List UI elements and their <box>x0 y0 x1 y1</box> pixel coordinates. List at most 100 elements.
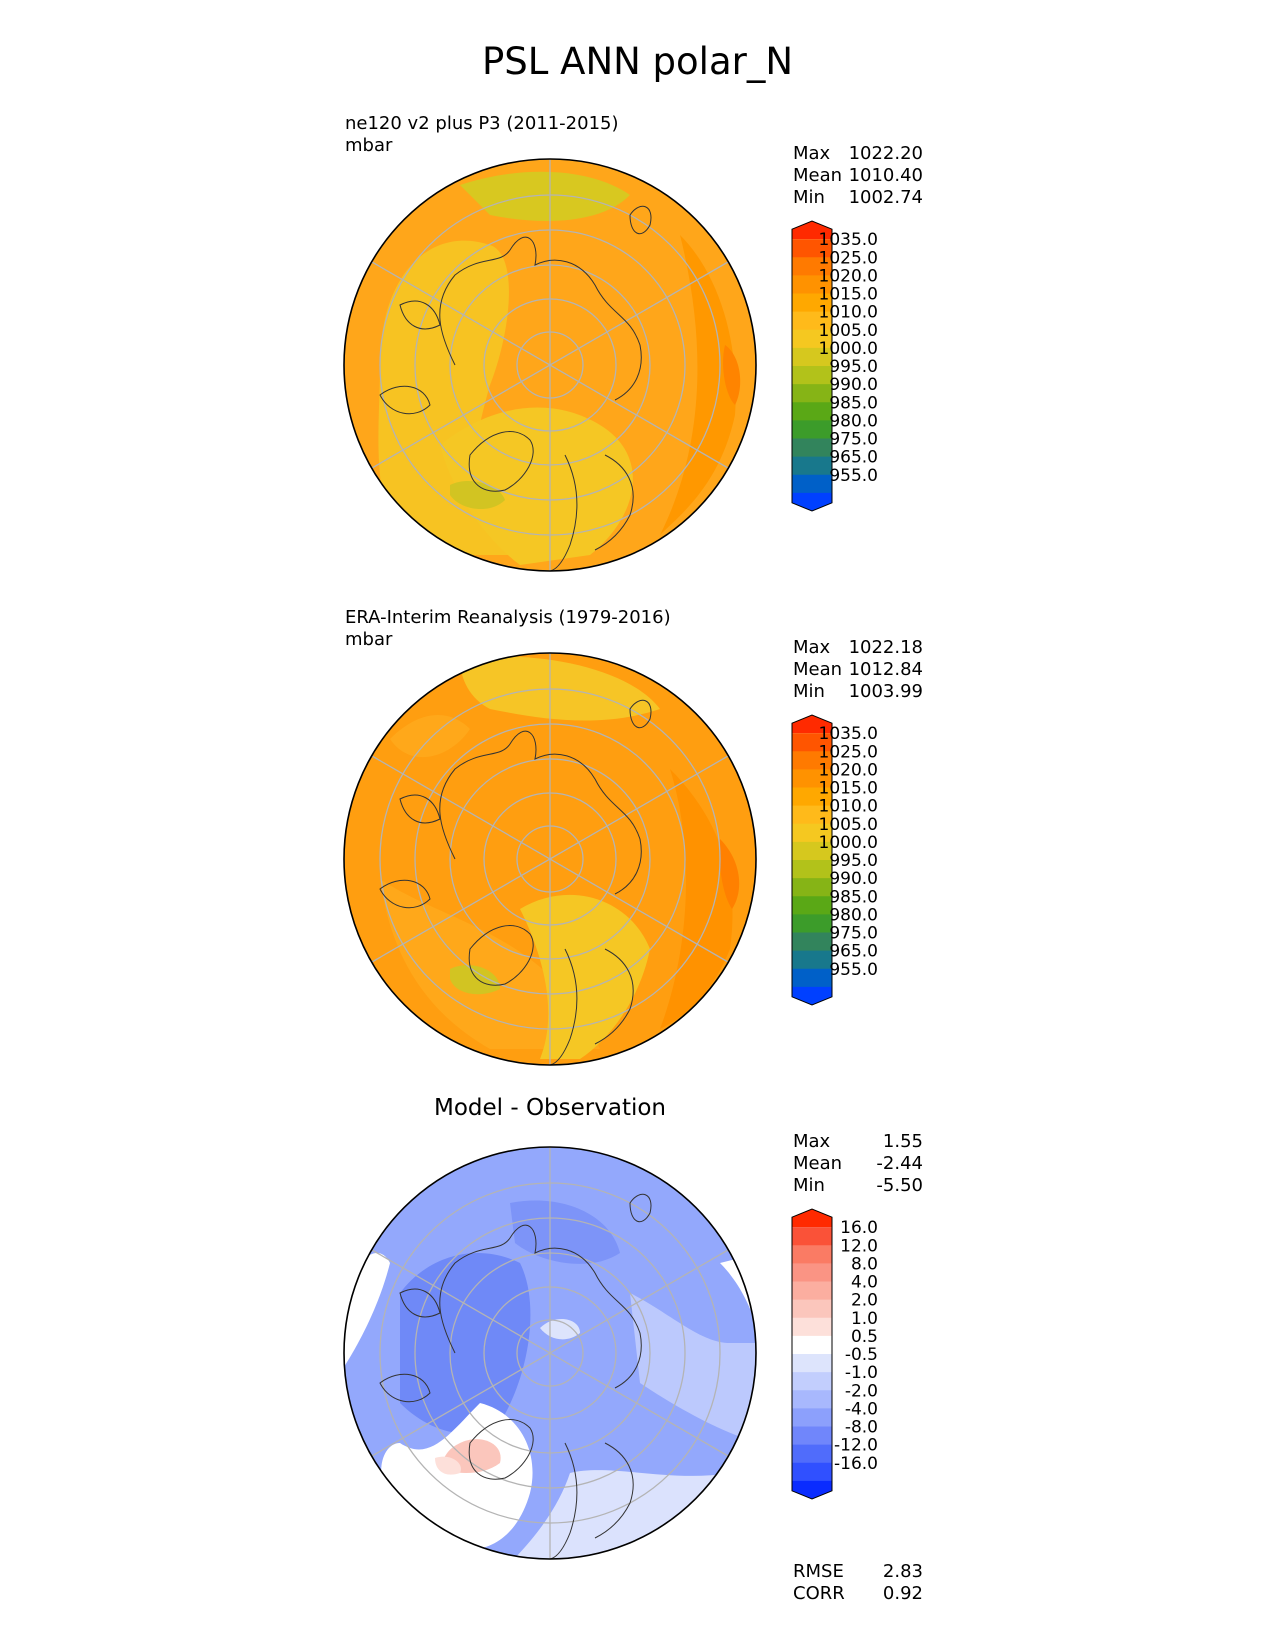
colorbar-tick-label: 975.0 <box>829 430 878 450</box>
colorbar-tick-label: -0.5 <box>845 1345 878 1365</box>
panel-title: Model - Observation <box>433 1095 667 1121</box>
colorbar-bin <box>792 1317 832 1337</box>
colorbar-tick-label: 0.5 <box>851 1327 878 1347</box>
colorbar-bin <box>792 402 832 421</box>
colorbar-tick-label: 1000.0 <box>819 833 878 853</box>
colorbar-bin <box>792 1227 832 1246</box>
stat-min: Min 1003.99 <box>793 681 923 702</box>
colorbar-tick-label: 990.0 <box>829 375 878 395</box>
colorbar-bin <box>792 860 832 879</box>
panel-diff: Model - Observation <box>0 1095 1275 1604</box>
colorbar-tick-label: -12.0 <box>834 1436 878 1456</box>
colorbar-outline <box>791 714 833 1006</box>
colorbar-bin <box>792 1335 832 1355</box>
colorbar-diff: 16.012.08.04.02.01.00.5-0.5-1.0-2.0-4.0-… <box>791 1208 878 1500</box>
colorbar-tick-label: 1035.0 <box>819 724 878 744</box>
colorbar-outline <box>791 220 833 512</box>
colorbar-ref: 1035.01025.01020.01015.01010.01005.01000… <box>791 714 878 1006</box>
colorbar-tick-label: -16.0 <box>834 1454 878 1474</box>
colorbar-tick-label: 1015.0 <box>819 779 878 799</box>
colorbar-bin <box>792 329 832 349</box>
figure-title: PSL ANN polar_N <box>481 40 794 83</box>
colorbar-tick-label: -1.0 <box>845 1363 878 1383</box>
colorbar-bin <box>792 420 832 439</box>
colorbar-bin <box>792 347 832 367</box>
colorbar-tick-label: 4.0 <box>851 1273 878 1293</box>
colorbar-bin <box>792 1444 832 1464</box>
stat-max: Max 1.55 <box>793 1131 923 1152</box>
colorbar-bin <box>792 841 832 861</box>
panel-title: ERA-Interim Reanalysis (1979-2016) <box>345 607 671 628</box>
colorbar-bin <box>792 1281 832 1301</box>
colorbar-bin <box>792 950 832 970</box>
colorbar-bin <box>792 257 832 276</box>
colorbar-tick-label: -8.0 <box>845 1418 878 1438</box>
colorbar-bin <box>792 787 832 807</box>
colorbar-tick-label: 955.0 <box>829 466 878 486</box>
colorbar-tick-label: 1005.0 <box>819 321 878 341</box>
colorbar-tick-label: -4.0 <box>845 1399 878 1419</box>
colorbar-tick-label: 1005.0 <box>819 815 878 835</box>
colorbar-tick-label: 8.0 <box>851 1254 878 1274</box>
colorbar-tick-label: 955.0 <box>829 960 878 980</box>
colorbar-tick-label: 2.0 <box>851 1291 878 1311</box>
colorbar-tick-label: 1035.0 <box>819 230 878 250</box>
colorbar-bin <box>792 1209 832 1228</box>
colorbar-bin <box>792 932 832 952</box>
colorbar-bin <box>792 1354 832 1373</box>
colorbar-bin <box>792 914 832 933</box>
panel-title: ne120 v2 plus P3 (2011-2015) <box>345 113 619 134</box>
colorbar-tick-label: 985.0 <box>829 887 878 907</box>
polar-map-test <box>343 158 757 572</box>
colorbar-tick-label: 995.0 <box>829 851 878 871</box>
colorbar-bin <box>792 239 832 258</box>
panel-units: mbar <box>345 629 393 650</box>
stats-test: Max 1022.20 Mean 1010.40 Min 1002.74 <box>793 143 923 209</box>
colorbar-bin <box>792 733 832 752</box>
colorbar-tick-label: 990.0 <box>829 869 878 889</box>
colorbar-bin <box>792 1263 832 1282</box>
colorbar-bin <box>792 384 832 403</box>
stat-max: Max 1022.20 <box>793 143 923 164</box>
colorbar-bin <box>792 1390 832 1409</box>
colorbar-tick-label: 1010.0 <box>819 797 878 817</box>
colorbar-bin <box>792 293 832 313</box>
colorbar-bin <box>792 805 832 825</box>
colorbar-bin <box>792 366 832 385</box>
stat-mean: Mean 1010.40 <box>793 165 923 186</box>
polar-map-ref <box>343 652 757 1066</box>
colorbar-bin <box>792 311 832 331</box>
colorbar-tick-label: 1025.0 <box>819 742 878 762</box>
stat-min: Min -5.50 <box>793 1175 923 1196</box>
colorbar-test: 1035.01025.01020.01015.01010.01005.01000… <box>791 220 878 512</box>
colorbar-bin <box>792 751 832 770</box>
colorbar-bin <box>792 986 832 1005</box>
colorbar-bin <box>792 1426 832 1446</box>
stat-max: Max 1022.18 <box>793 637 923 658</box>
colorbar-tick-label: 965.0 <box>829 448 878 468</box>
colorbar-tick-label: 1020.0 <box>819 760 878 780</box>
colorbar-bin <box>792 275 832 294</box>
colorbar-tick-label: 1025.0 <box>819 248 878 268</box>
polar-map-diff <box>343 1146 757 1560</box>
colorbar-tick-label: 1020.0 <box>819 266 878 286</box>
panel-units: mbar <box>345 135 393 156</box>
colorbar-bin <box>792 438 832 458</box>
colorbar-tick-label: 1000.0 <box>819 339 878 359</box>
colorbar-bin <box>792 1408 832 1427</box>
panel-test: ne120 v2 plus P3 (2011-2015) mbar <box>0 113 1275 583</box>
colorbar-tick-label: 1.0 <box>851 1309 878 1329</box>
stat-mean: Mean 1012.84 <box>793 659 923 680</box>
colorbar-bin <box>792 492 832 511</box>
colorbar-tick-label: 1015.0 <box>819 285 878 305</box>
colorbar-tick-label: 16.0 <box>840 1218 878 1238</box>
colorbar-tick-label: 985.0 <box>829 393 878 413</box>
colorbar-bin <box>792 1462 832 1482</box>
colorbar-bin <box>792 823 832 843</box>
colorbar-tick-label: 12.0 <box>840 1236 878 1256</box>
stat-min: Min 1002.74 <box>793 187 923 208</box>
colorbar-tick-label: 965.0 <box>829 942 878 962</box>
colorbar-tick-label: -2.0 <box>845 1381 878 1401</box>
colorbar-bin <box>792 1245 832 1264</box>
colorbar-bin <box>792 896 832 915</box>
